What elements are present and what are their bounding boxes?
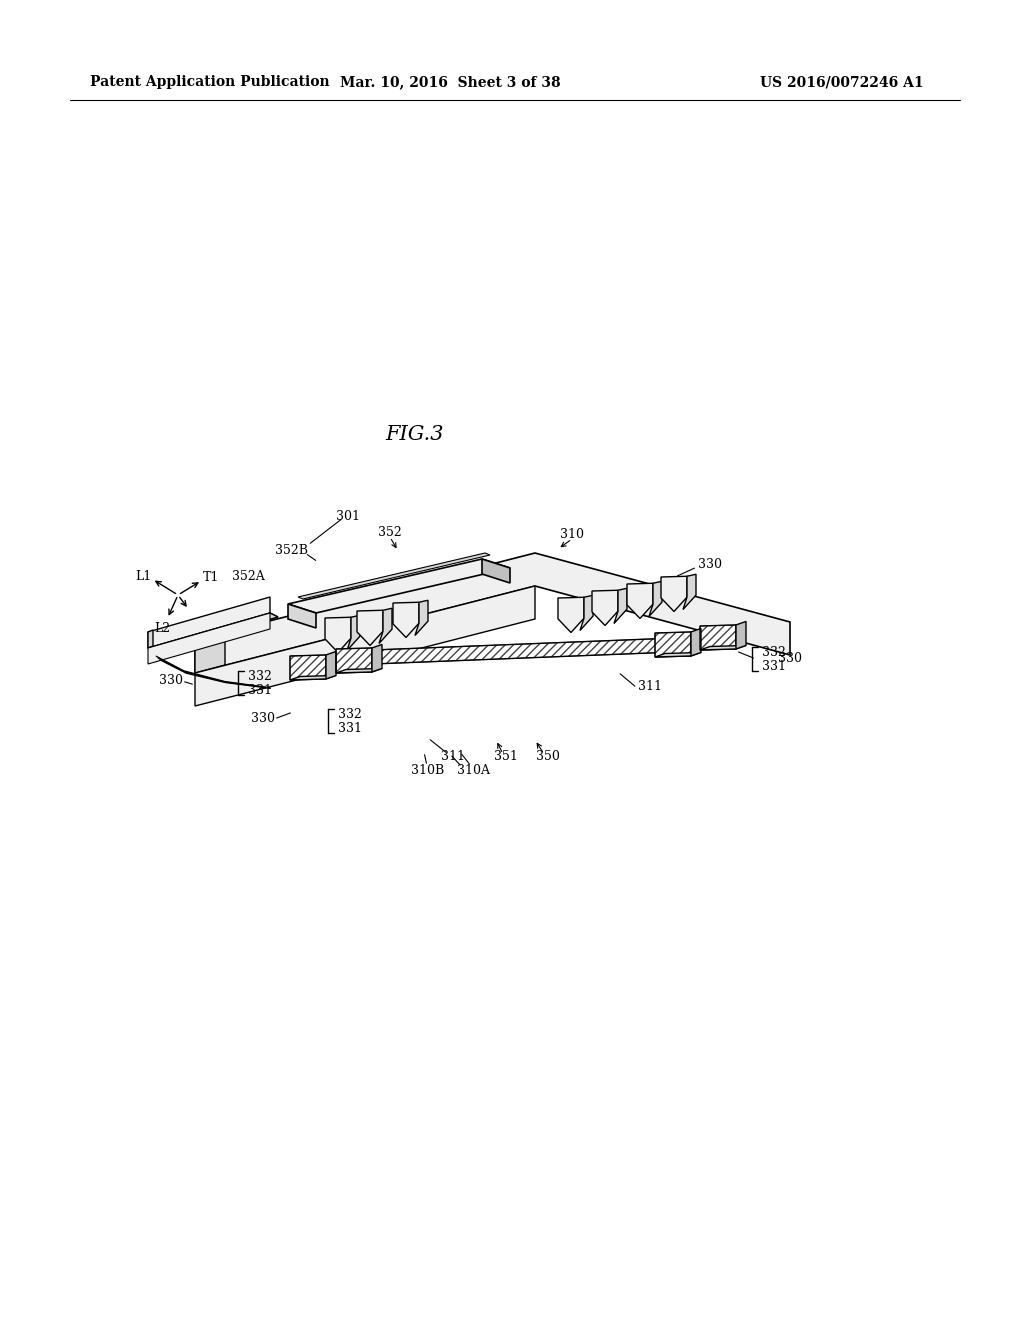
Polygon shape (700, 624, 736, 649)
Polygon shape (298, 553, 490, 599)
Polygon shape (288, 605, 316, 628)
Polygon shape (348, 638, 700, 665)
Text: 331: 331 (762, 660, 786, 672)
Polygon shape (372, 644, 382, 672)
Polygon shape (148, 597, 270, 648)
Text: 330: 330 (778, 652, 802, 665)
Text: FIG.3: FIG.3 (386, 425, 444, 445)
Text: 331: 331 (248, 684, 272, 697)
Polygon shape (290, 655, 326, 680)
Polygon shape (336, 668, 382, 673)
Polygon shape (649, 581, 662, 616)
Text: 310B: 310B (412, 763, 444, 776)
Polygon shape (558, 597, 584, 632)
Text: Mar. 10, 2016  Sheet 3 of 38: Mar. 10, 2016 Sheet 3 of 38 (340, 75, 560, 88)
Text: 331: 331 (338, 722, 362, 734)
Text: 330: 330 (698, 558, 722, 572)
Polygon shape (655, 652, 701, 657)
Polygon shape (148, 612, 278, 652)
Polygon shape (379, 609, 392, 644)
Polygon shape (482, 558, 510, 583)
Text: 301: 301 (336, 510, 360, 523)
Polygon shape (655, 632, 691, 657)
Polygon shape (580, 595, 593, 631)
Text: 330: 330 (251, 711, 275, 725)
Text: 310A: 310A (458, 763, 490, 776)
Text: 330: 330 (159, 673, 183, 686)
Polygon shape (336, 648, 372, 673)
Polygon shape (148, 612, 270, 664)
Text: 352: 352 (378, 527, 401, 540)
Polygon shape (288, 558, 510, 612)
Polygon shape (195, 632, 225, 673)
Polygon shape (691, 628, 701, 656)
Text: 352B: 352B (275, 544, 308, 557)
Text: 350: 350 (536, 751, 560, 763)
Text: Patent Application Publication: Patent Application Publication (90, 75, 330, 88)
Polygon shape (614, 589, 627, 623)
Polygon shape (700, 645, 746, 649)
Polygon shape (357, 610, 383, 645)
Text: T1: T1 (203, 572, 219, 583)
Text: 351: 351 (494, 751, 518, 763)
Text: 311: 311 (441, 751, 465, 763)
Polygon shape (662, 577, 687, 611)
Text: 311: 311 (638, 680, 662, 693)
Text: L1: L1 (135, 569, 152, 582)
Polygon shape (148, 612, 278, 652)
Polygon shape (683, 574, 696, 610)
Text: 310: 310 (560, 528, 584, 541)
Text: L2: L2 (154, 622, 170, 635)
Text: 332: 332 (338, 708, 361, 721)
Polygon shape (325, 618, 351, 652)
Text: 332: 332 (248, 669, 272, 682)
Polygon shape (627, 583, 653, 619)
Polygon shape (195, 586, 535, 706)
Polygon shape (736, 622, 746, 649)
Polygon shape (195, 553, 790, 673)
Polygon shape (592, 590, 618, 626)
Text: 332: 332 (762, 645, 785, 659)
Polygon shape (415, 601, 428, 635)
Text: 352A: 352A (231, 569, 264, 582)
Polygon shape (148, 630, 153, 648)
Polygon shape (393, 602, 419, 638)
Polygon shape (347, 615, 360, 651)
Polygon shape (326, 652, 336, 678)
Polygon shape (290, 676, 336, 680)
Text: US 2016/0072246 A1: US 2016/0072246 A1 (760, 75, 924, 88)
